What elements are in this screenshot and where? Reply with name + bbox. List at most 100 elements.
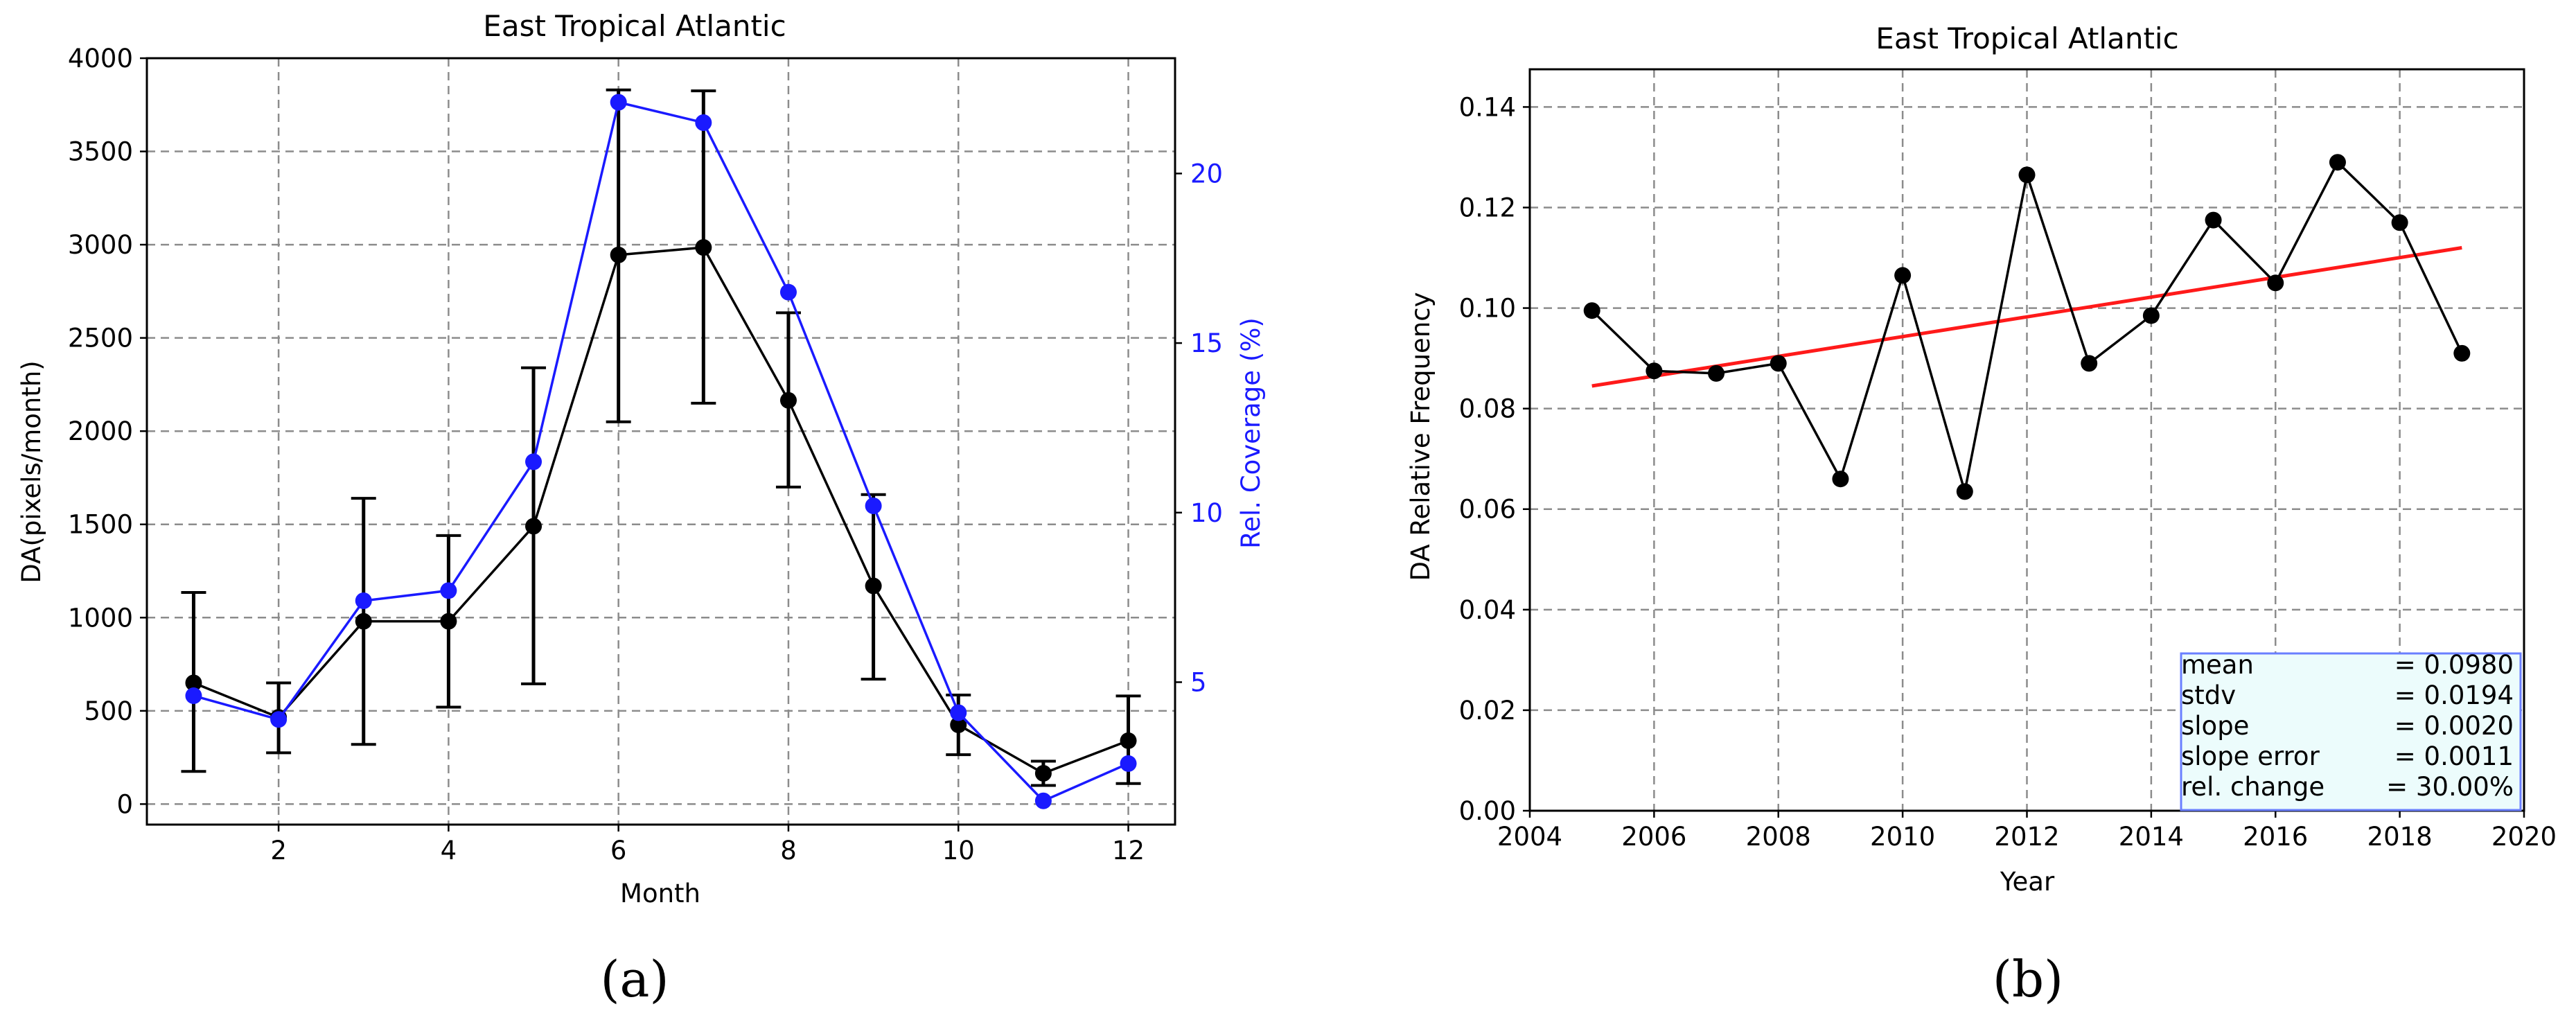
chart-a-title: East Tropical Atlantic xyxy=(483,9,786,43)
series-coverage-line xyxy=(193,100,1129,802)
coverage-point xyxy=(610,94,627,111)
coverage-point xyxy=(270,711,288,728)
chart-a-xtick-label: 2 xyxy=(270,836,287,865)
chart-a-ytick-label: 0 xyxy=(116,789,133,819)
frequency-point xyxy=(2453,344,2471,362)
chart-a-xlabel: Month xyxy=(620,879,700,908)
chart-b-title: East Tropical Atlantic xyxy=(1876,21,2178,55)
frequency-point xyxy=(2391,214,2408,231)
frequency-point xyxy=(2081,355,2098,372)
chart-b-xtick-label: 2014 xyxy=(2119,822,2184,852)
chart-a-xtick-label: 10 xyxy=(942,836,975,865)
coverage-point xyxy=(440,582,457,599)
series-da-line xyxy=(193,246,1129,775)
chart-a-xtick-label: 4 xyxy=(441,836,457,865)
chart-b-series xyxy=(1583,154,2471,500)
chart-b-xlabel: Year xyxy=(2000,867,2055,897)
chart-a-ytick-label: 3000 xyxy=(68,230,133,260)
chart-a-y2tick-label: 5 xyxy=(1190,667,1207,697)
stats-box-frame xyxy=(2180,652,2522,811)
da-point xyxy=(185,674,202,692)
chart-a-ytick-label: 3500 xyxy=(68,137,133,167)
chart-a-ytick-label: 4000 xyxy=(68,44,133,73)
coverage-point xyxy=(779,283,797,301)
stats-label: slope error xyxy=(2181,741,2320,771)
da-point xyxy=(779,392,797,409)
chart-panel-a: East Tropical Atlantic 2 4 6 8 10 12 0 500 1000 1… xyxy=(17,9,1266,1008)
da-point xyxy=(1034,764,1052,782)
da-point xyxy=(950,716,967,734)
chart-a-y2tick-label: 20 xyxy=(1190,159,1223,188)
frequency-point xyxy=(1708,364,1725,382)
frequency-point xyxy=(1956,483,1973,500)
frequency-point xyxy=(2205,211,2222,229)
chart-b-ytick-label: 0.12 xyxy=(1459,193,1516,222)
coverage-point xyxy=(695,114,712,131)
chart-a-y2tick-label: 10 xyxy=(1190,498,1223,528)
coverage-point xyxy=(355,592,372,610)
coverage-point xyxy=(865,497,882,514)
frequency-point xyxy=(1646,362,1663,380)
da-point xyxy=(1120,732,1137,749)
chart-a-xtick-label: 6 xyxy=(610,836,627,865)
frequency-point xyxy=(1832,471,1849,488)
chart-b-ytick-label: 0.04 xyxy=(1459,595,1516,625)
trend-line xyxy=(1591,246,2462,388)
coverage-point xyxy=(950,704,967,721)
chart-a-frame xyxy=(145,57,1176,826)
panel-label-b: (b) xyxy=(1993,950,2063,1008)
da-point xyxy=(865,577,882,595)
da-point xyxy=(525,518,542,535)
da-point xyxy=(610,246,627,263)
chart-a-ytick-label: 2500 xyxy=(68,324,133,353)
da-point xyxy=(695,239,712,256)
chart-b-ylabel: DA Relative Frequency xyxy=(1406,292,1436,581)
chart-b-ytick-label: 0.10 xyxy=(1459,294,1516,324)
chart-b-xtick-label: 2020 xyxy=(2491,822,2557,852)
da-point xyxy=(440,613,457,630)
stats-value: = 0.0020 xyxy=(2394,711,2514,741)
stats-value: = 0.0980 xyxy=(2394,650,2514,680)
stats-value: = 0.0194 xyxy=(2394,680,2514,710)
chart-a-y2tick-label: 15 xyxy=(1190,328,1223,358)
chart-panel-b: East Tropical Atlantic 2004 2006 2008 2010 2… xyxy=(1406,21,2557,1008)
frequency-point xyxy=(2267,274,2284,292)
chart-b-ytick-label: 0.06 xyxy=(1459,495,1516,525)
stats-label: mean xyxy=(2181,650,2254,680)
stats-label: rel. change xyxy=(2181,772,2324,802)
coverage-point xyxy=(1120,755,1137,772)
chart-b-ytick-label: 0.00 xyxy=(1459,796,1516,826)
chart-a-ylabel: DA(pixels/month) xyxy=(17,360,46,583)
chart-b-ytick-label: 0.14 xyxy=(1459,92,1516,122)
coverage-point xyxy=(525,453,542,471)
chart-b-xtick-label: 2018 xyxy=(2367,822,2433,852)
frequency-point xyxy=(1894,267,1912,284)
chart-b-axes: 2004 2006 2008 2010 2012 2014 2016 2018 2020 0.00… xyxy=(1459,68,2557,852)
chart-b-ytick-label: 0.08 xyxy=(1459,394,1516,424)
chart-a-xtick-label: 12 xyxy=(1112,836,1145,865)
stats-box: mean = 0.0980 stdv = 0.0194 slope = 0.0020 slo… xyxy=(2180,650,2522,811)
frequency-point xyxy=(2329,154,2346,171)
chart-b-xtick-label: 2010 xyxy=(1870,822,1935,852)
chart-a-ytick-label: 1500 xyxy=(68,510,133,540)
panel-label-a: (a) xyxy=(600,950,669,1008)
chart-a-series xyxy=(181,88,1141,809)
chart-a-ytick-label: 2000 xyxy=(68,416,133,446)
chart-b-xtick-label: 2012 xyxy=(1994,822,2059,852)
da-point xyxy=(355,613,372,630)
stats-label: stdv xyxy=(2181,680,2236,710)
chart-a-ytick-label: 500 xyxy=(84,696,133,726)
coverage-point xyxy=(1034,792,1052,809)
frequency-point xyxy=(2018,166,2036,184)
chart-a-xtick-label: 8 xyxy=(780,836,797,865)
stats-value: = 30.00% xyxy=(2386,772,2514,802)
frequency-point xyxy=(1583,302,1600,319)
stats-label: slope xyxy=(2181,711,2249,741)
chart-b-xtick-label: 2016 xyxy=(2243,822,2308,852)
coverage-point xyxy=(185,687,202,705)
chart-a-ytick-label: 1000 xyxy=(68,603,133,633)
stats-value: = 0.0011 xyxy=(2394,741,2514,771)
chart-a-y2label: Rel. Coverage (%) xyxy=(1236,317,1266,549)
